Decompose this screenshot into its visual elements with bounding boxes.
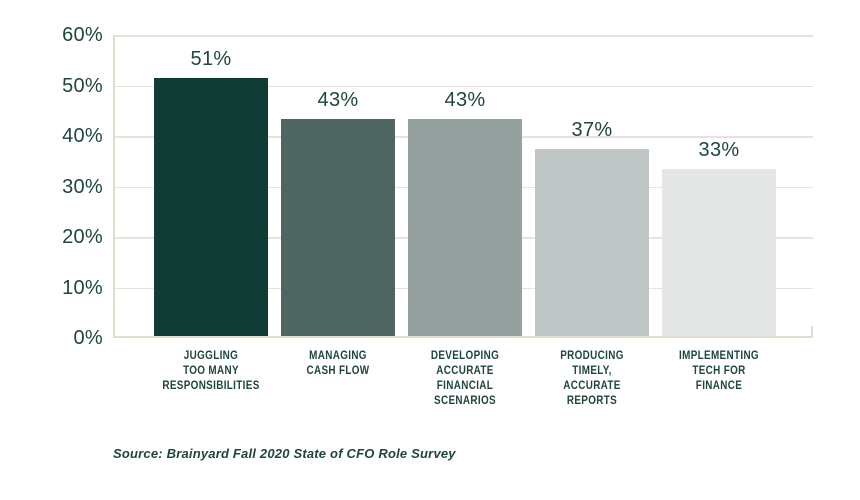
axis-corner-tick [811,326,813,336]
bar [662,169,776,336]
bar-value-label: 43% [317,88,359,111]
gridline [115,85,813,87]
bar-value-label: 33% [698,139,740,162]
bar-column: 43% [281,35,395,336]
bar-column: 33% [662,35,776,336]
y-tick-label: 30% [62,175,103,198]
bar-column: 43% [408,35,522,336]
category-label: DEVELOPING ACCURATE FINANCIAL SCENARIOS [430,350,500,407]
bar [535,149,649,336]
bar-value-label: 43% [444,88,486,111]
y-tick-label: 10% [62,276,103,299]
category-label: JUGGLING TOO MANY RESPONSIBILITIES [162,350,260,392]
category-label: MANAGING CASH FLOW [306,350,370,377]
y-tick-label: 20% [62,226,103,248]
category-label: IMPLEMENTING TECH FOR FINANCE [679,350,759,392]
y-tick-label: 40% [62,125,103,147]
bars-container: 51% 43% 43% 37% 33% [115,35,813,336]
bar-value-label: 51% [190,48,232,71]
y-axis-labels: 60% 50% 40% 30% 20% 10% 0% [0,24,103,349]
category-label: PRODUCING TIMELY, ACCURATE REPORTS [560,350,624,407]
y-tick-label: 50% [62,74,103,97]
y-tick-label: 0% [73,327,103,349]
gridline [115,35,813,37]
bar-column: 37% [535,35,649,336]
bar [281,118,395,336]
bar-column: 51% [154,35,268,336]
source-caption: Source: Brainyard Fall 2020 State of CFO… [113,446,456,461]
x-axis-labels: JUGGLING TOO MANY RESPONSIBILITIES MANAGING… [113,349,813,409]
bar [154,78,268,336]
bar-value-label: 37% [571,119,613,142]
bar [408,118,522,336]
plot-area: 51% 43% 43% 37% 33% [113,35,813,338]
y-tick-label: 60% [62,24,103,46]
